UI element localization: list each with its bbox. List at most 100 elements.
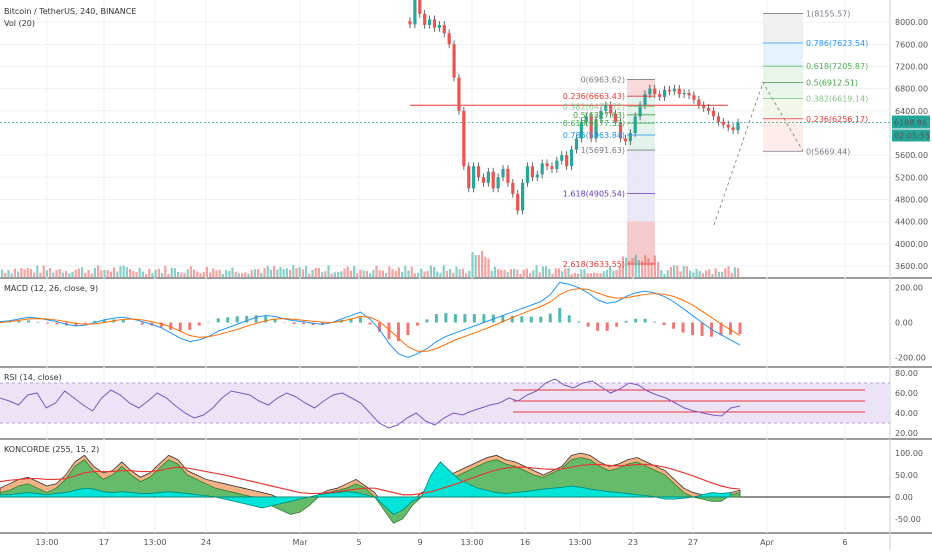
x-tick-label: 27 xyxy=(688,538,698,547)
volume-bar xyxy=(446,271,448,277)
volume-bar xyxy=(23,270,25,277)
volume-bar xyxy=(1,270,3,277)
volume-bar xyxy=(334,272,336,277)
volume-bar xyxy=(126,267,128,277)
price-tick-label: 5600.00 xyxy=(895,151,928,160)
macd-histogram-bar xyxy=(416,323,419,326)
macd-histogram-bar xyxy=(198,323,201,326)
volume-bar xyxy=(7,270,9,277)
x-tick-label: Apr xyxy=(760,538,775,547)
volume-bar xyxy=(20,268,22,277)
volume-bar xyxy=(257,269,259,277)
volume-bar xyxy=(660,270,662,277)
volume-bar xyxy=(455,267,457,277)
macd-histogram-bar xyxy=(615,323,618,327)
volume-bar xyxy=(155,270,157,277)
macd-histogram-bar xyxy=(606,323,609,331)
volume-bar xyxy=(222,274,224,277)
volume-bar xyxy=(398,267,400,277)
volume-bar xyxy=(33,272,35,277)
volume-bar xyxy=(36,266,38,277)
volume-bar xyxy=(535,265,537,277)
fib-right-label: 0.786(7623.54) xyxy=(806,39,868,48)
fib-right-label: 0.236(6256.17) xyxy=(806,115,868,124)
candle-body xyxy=(629,133,632,141)
volume-bar xyxy=(686,266,688,277)
macd-histogram-bar xyxy=(46,323,49,324)
candle-body xyxy=(648,89,651,95)
candle-body xyxy=(433,19,436,27)
volume-bar xyxy=(81,267,83,277)
candle-body xyxy=(482,177,485,183)
fib-right-label: 0.618(7205.87) xyxy=(806,62,868,71)
volume-bar xyxy=(359,270,361,277)
macd-histogram-bar xyxy=(217,318,220,322)
volume-bar xyxy=(49,268,51,277)
candle-body xyxy=(707,108,710,111)
volume-bar xyxy=(235,272,237,277)
volume-bar xyxy=(327,265,329,277)
candle-body xyxy=(653,89,656,95)
volume-bar xyxy=(279,267,281,277)
macd-histogram-bar xyxy=(84,323,87,324)
volume-bar xyxy=(599,273,601,277)
volume-bar xyxy=(228,271,230,277)
volume-bar xyxy=(244,272,246,277)
volume-bar xyxy=(731,273,733,277)
volume-bar xyxy=(132,271,134,277)
volume-bar xyxy=(603,271,605,277)
fib-right-zone xyxy=(763,66,803,82)
volume-bar xyxy=(417,273,419,277)
volume-bar xyxy=(123,266,125,277)
volume-bar xyxy=(481,251,483,277)
macd-histogram-bar xyxy=(435,314,438,322)
volume-bar xyxy=(737,268,739,277)
volume-bar xyxy=(308,274,310,277)
volume-bar xyxy=(574,273,576,277)
candle-body xyxy=(418,0,421,14)
volume-bar xyxy=(734,267,736,277)
volume-bar xyxy=(500,270,502,277)
volume-bar xyxy=(158,269,160,277)
candle-body xyxy=(634,116,637,133)
volume-bar xyxy=(219,270,221,277)
x-tick-label: 13:00 xyxy=(35,538,58,547)
macd-histogram-bar xyxy=(520,316,523,322)
volume-bar xyxy=(724,268,726,277)
volume-bar xyxy=(363,270,365,277)
volume-bar xyxy=(17,271,19,277)
volume-bar xyxy=(641,261,643,277)
fib-right-zone xyxy=(763,14,803,43)
candle-body xyxy=(477,166,480,177)
volume-bar xyxy=(459,269,461,277)
volume-bar xyxy=(148,269,150,277)
koncorde-tick-label: -50.00 xyxy=(895,515,921,524)
volume-bar xyxy=(391,269,393,277)
fib-left-label: 0(6963.62) xyxy=(581,76,625,85)
volume-bar xyxy=(564,269,566,277)
fib-right-label: 0.5(6912.51) xyxy=(806,78,858,87)
macd-histogram-bar xyxy=(672,323,675,329)
candle-body xyxy=(487,172,490,183)
candle-body xyxy=(423,14,426,25)
price-tick-label: 7600.00 xyxy=(895,40,928,49)
volume-bar xyxy=(145,274,147,277)
volume-bar xyxy=(705,271,707,277)
volume-bar xyxy=(583,269,585,277)
volume-bar xyxy=(30,269,32,277)
macd-tick-label: -200.00 xyxy=(895,353,926,362)
fib-left-label: 1.618(4905.54) xyxy=(563,190,625,199)
fib-right-label: 0(5669.44) xyxy=(806,147,850,156)
volume-bar xyxy=(718,272,720,277)
candle-body xyxy=(462,111,465,166)
macd-histogram-bar xyxy=(729,323,732,335)
volume-bar xyxy=(4,273,6,277)
candle-body xyxy=(565,155,568,166)
volume-bar xyxy=(260,273,262,277)
macd-histogram-bar xyxy=(530,317,533,323)
volume-bar xyxy=(577,273,579,277)
candle-body xyxy=(501,169,504,177)
price-tick-label: 5200.00 xyxy=(895,173,928,182)
